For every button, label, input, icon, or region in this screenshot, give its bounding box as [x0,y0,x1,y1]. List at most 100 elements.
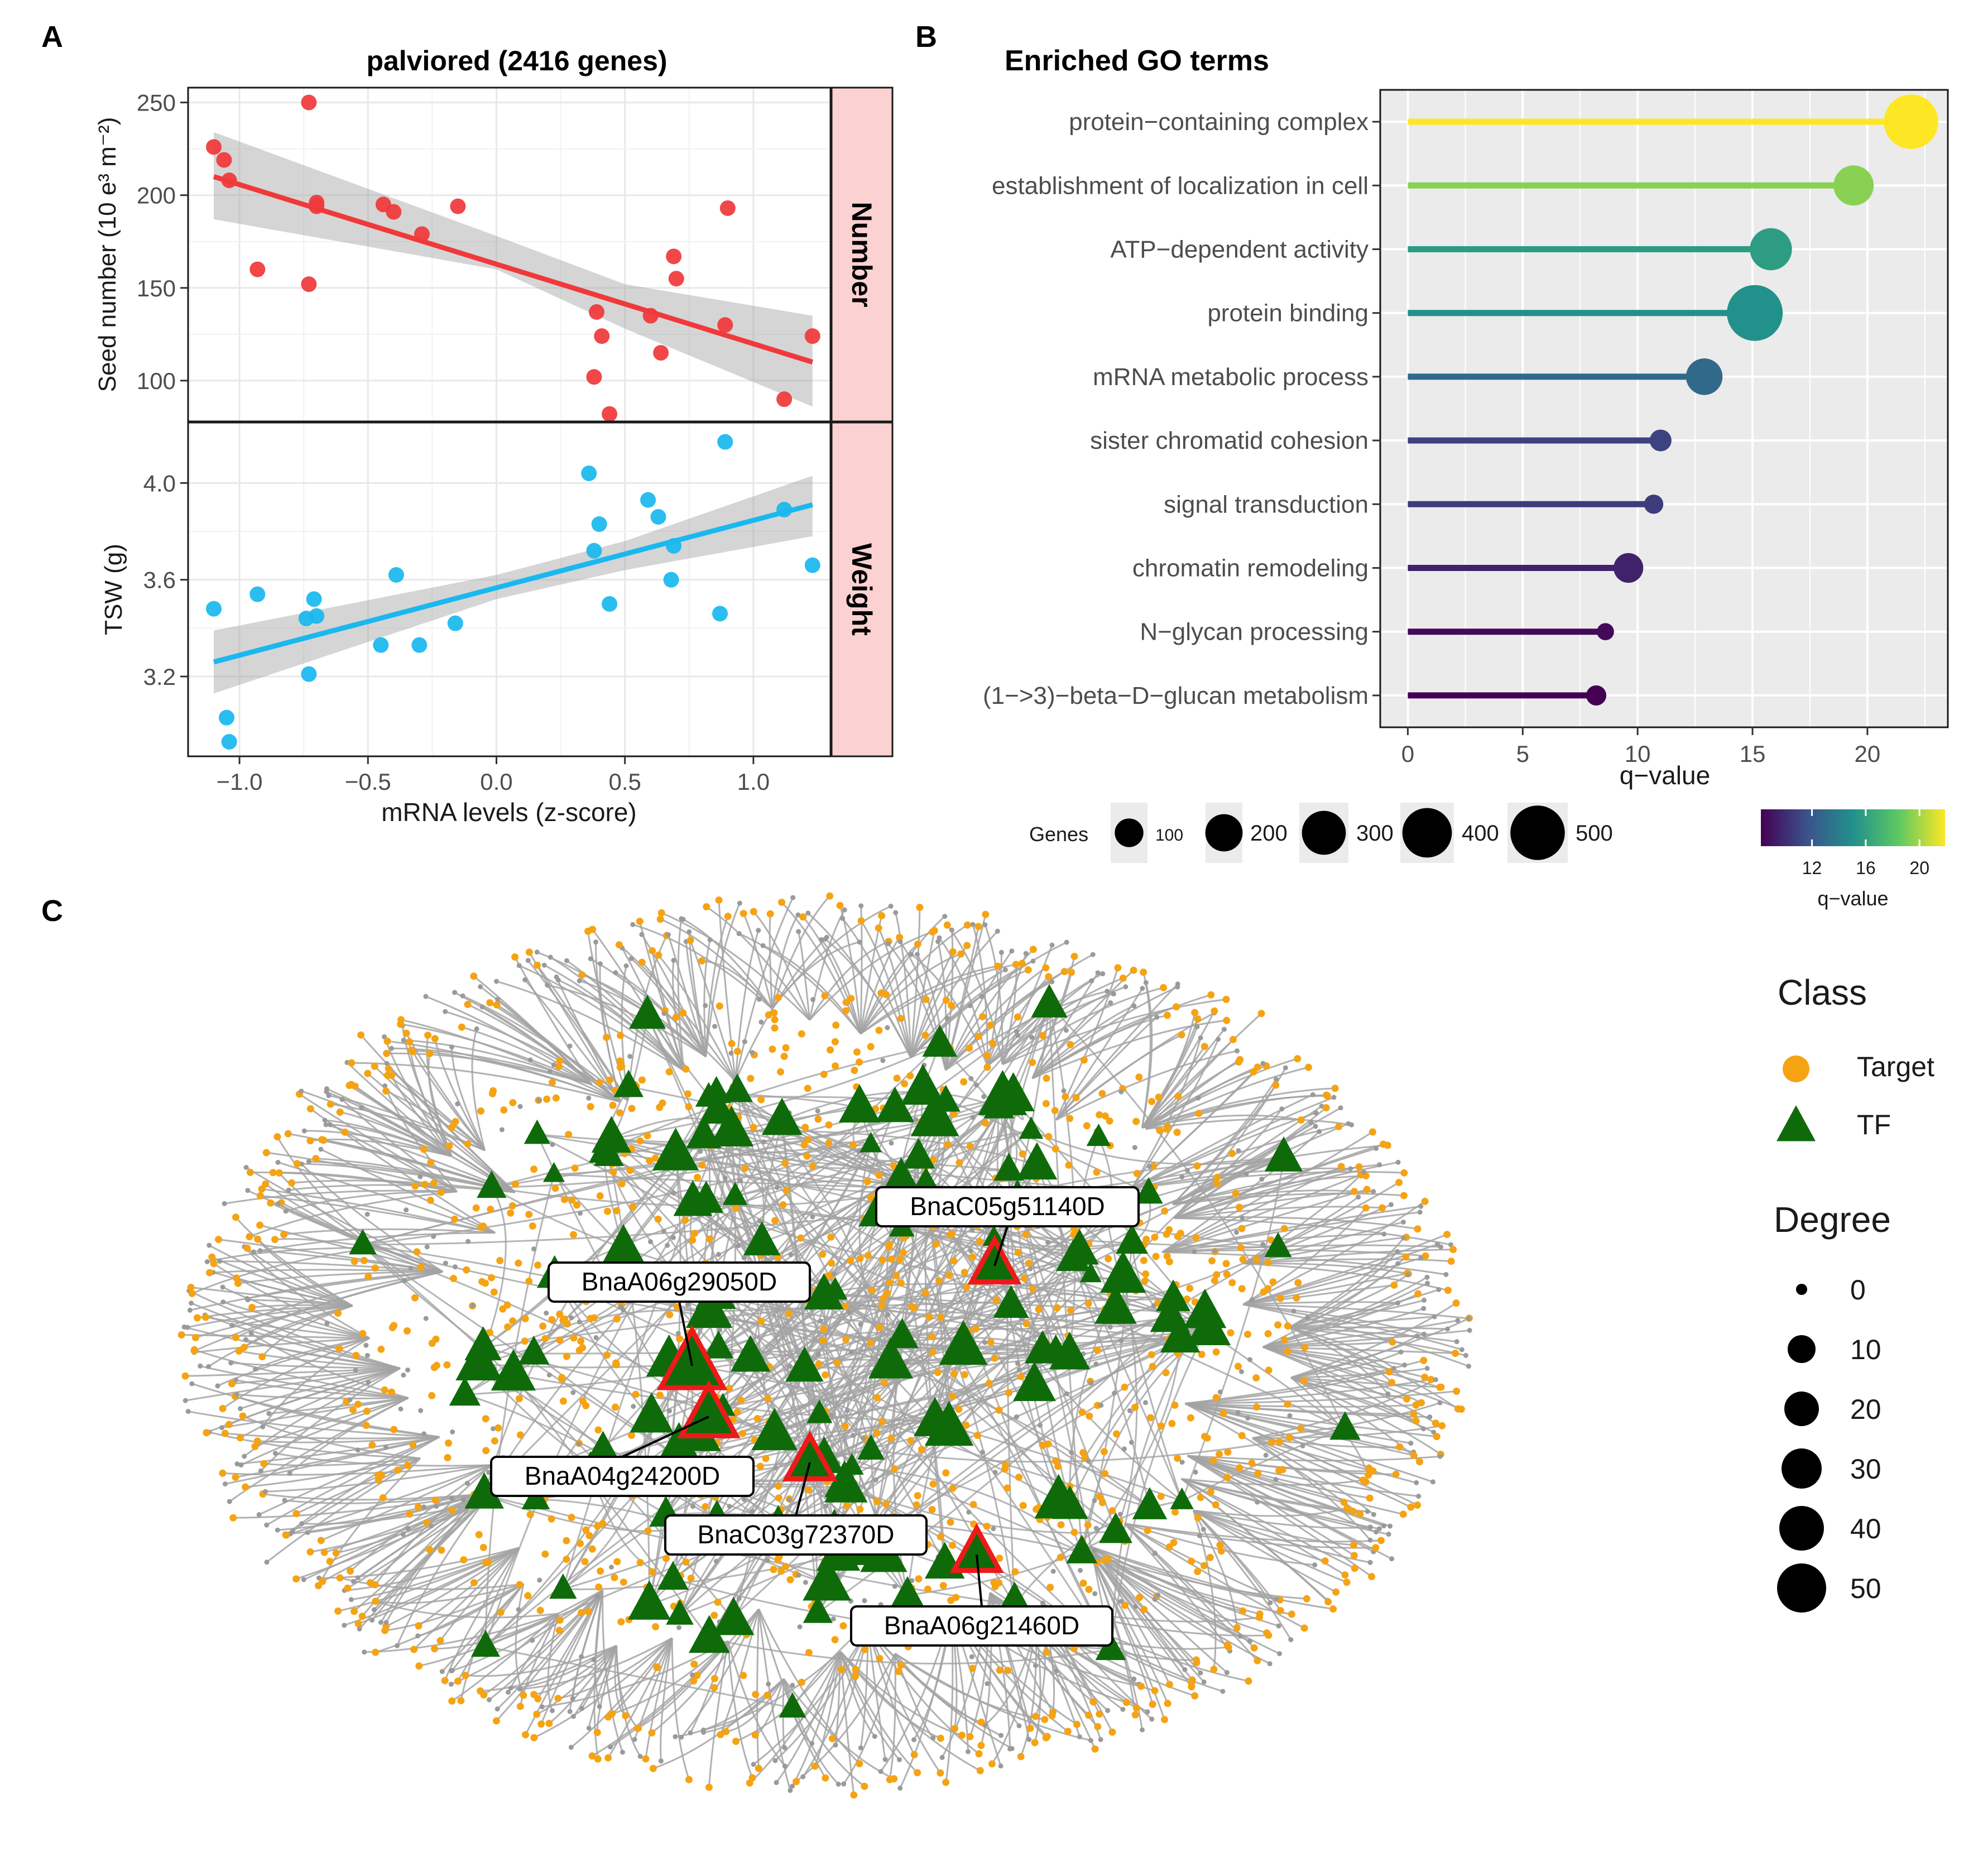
genes-size-legend: Genes 100 200 300 400 500 [1029,803,1613,863]
target-node [1452,1299,1460,1307]
degree-zero-node [522,977,528,982]
network-edge [339,1111,453,1158]
degree-zero-node [305,1530,310,1536]
degree-zero-node [546,1372,552,1378]
degree-zero-node [347,1397,353,1403]
network-edge [570,1637,673,1748]
target-node [590,1314,598,1322]
target-node [1142,1270,1150,1278]
tf-node [1060,1229,1099,1265]
target-node [515,1259,522,1267]
degree-zero-node [716,1251,722,1257]
target-node [805,1486,813,1494]
target-node [594,1426,602,1434]
network-edge [1187,1455,1355,1557]
target-node [487,1206,494,1213]
degree-zero-node [588,956,593,962]
network-edge [1193,1510,1292,1640]
target-node [1207,1488,1214,1496]
network-edge [351,1547,520,1601]
target-node [893,1074,901,1082]
target-node [1160,983,1168,991]
network-edge [661,912,810,1021]
degree-zero-node [555,977,561,983]
weight-facet-background [188,423,830,756]
degree-zero-node [1088,1380,1094,1386]
degree-zero-node [1127,1408,1132,1413]
target-node [648,1568,656,1576]
target-node [842,999,850,1006]
target-node [770,1566,777,1573]
degree-zero-node [1317,1129,1322,1134]
network-edge [727,1640,753,1778]
target-node [352,1351,360,1359]
target-node [798,1030,805,1038]
target-node [450,1274,458,1282]
target-node [682,1065,690,1073]
target-node [939,1582,947,1590]
target-node [251,1443,259,1451]
network-edge [802,1629,869,1777]
degree-zero-node [676,1625,681,1630]
network-edge [1089,1553,1169,1704]
target-node [814,1115,822,1123]
degree-zero-node [1179,1460,1185,1465]
network-edge [1243,1196,1359,1264]
degree-zero-node [1235,1410,1241,1416]
target-node [914,941,921,948]
network-edge [232,1367,401,1385]
degree-zero-node [815,1351,821,1357]
network-edge [1089,1552,1205,1683]
label-connector [622,1416,709,1458]
degree-zero-node [1432,1314,1437,1320]
highlighted-tf-node [782,1430,838,1481]
target-node [1157,1493,1165,1500]
network-edge [758,1609,791,1791]
target-node [771,1024,779,1032]
tf-node [785,1346,824,1382]
target-node [1223,1016,1231,1024]
network-edge [1124,1522,1381,1543]
network-edge [860,965,998,1035]
degree-zero-node [527,1057,533,1063]
target-node [994,962,1002,970]
target-node [618,1180,626,1188]
degree-zero-node [220,1284,225,1290]
target-node [698,1161,706,1169]
network-edge [1289,1326,1459,1410]
network-edge [1289,1274,1409,1328]
data-point [301,94,317,111]
target-node [977,1719,985,1726]
target-node [628,1105,636,1112]
network-edge [222,1397,409,1429]
target-node [914,1492,921,1500]
target-node [820,1071,828,1078]
network-edge [683,918,773,1010]
target-node [987,1338,995,1346]
degree-zero-node [1437,1453,1443,1459]
network-edge [1141,972,1151,1128]
degree-zero-node [567,1709,573,1714]
target-node [974,923,982,930]
target-node [950,1110,958,1118]
degree-zero-node [531,1246,537,1252]
target-node [374,1471,382,1479]
target-node [479,1543,487,1551]
target-node [1070,1528,1078,1536]
target-node [1098,1499,1106,1506]
degree-zero-node [782,1763,788,1769]
target-node [377,1345,385,1353]
network-edge [596,1645,617,1733]
network-edge [1089,1552,1270,1664]
network-edge [1081,1338,1181,1553]
target-node [861,1782,868,1790]
network-edge [715,1294,1070,1356]
degree-zero-node [627,1054,633,1059]
degree-zero-node [858,1321,863,1327]
network-edge [483,1589,603,1696]
network-edge [205,1316,370,1339]
degree-zero-node [257,1248,263,1254]
degree-zero-node [204,1259,210,1264]
target-node [907,1437,915,1445]
network-edge [1162,1233,1384,1253]
